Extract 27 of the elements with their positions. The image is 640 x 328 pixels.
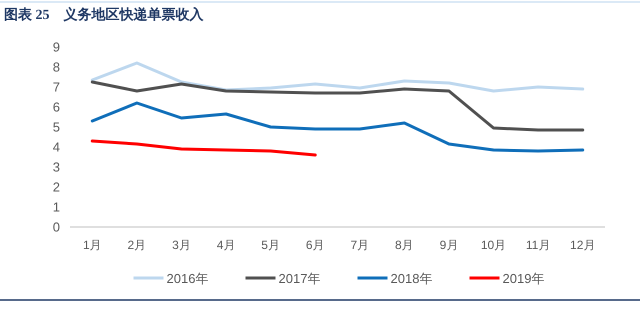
x-tick-label: 2月 [128,238,146,252]
x-tick-label: 5月 [261,238,280,252]
y-tick-label: 2 [52,180,60,194]
legend-label: 2018年 [390,271,432,286]
x-tick-label: 4月 [216,238,236,252]
y-tick-label: 5 [52,120,60,134]
y-tick-label: 9 [52,40,60,54]
legend-label: 2017年 [278,271,320,286]
y-tick-label: 7 [52,80,60,94]
x-tick-label: 7月 [350,238,370,252]
y-tick-label: 0 [52,220,60,234]
x-tick-label: 11月 [526,238,550,252]
y-tick-label: 1 [52,200,60,214]
y-tick-label: 6 [52,100,60,114]
y-tick-label: 3 [52,160,60,174]
x-tick-label: 1月 [82,238,102,252]
x-tick-label: 3月 [172,238,191,252]
x-tick-label: 6月 [306,238,325,252]
y-tick-label: 8 [52,60,60,74]
legend-label: 2016年 [166,271,208,286]
x-tick-label: 9月 [440,238,458,252]
x-tick-label: 10月 [480,238,506,252]
legend-label: 2019年 [502,271,544,286]
x-tick-label: 8月 [395,238,414,252]
title: 图表 25 义务地区快递单票收入 [4,8,204,23]
x-tick-label: 12月 [570,238,596,252]
y-tick-label: 4 [52,140,60,154]
